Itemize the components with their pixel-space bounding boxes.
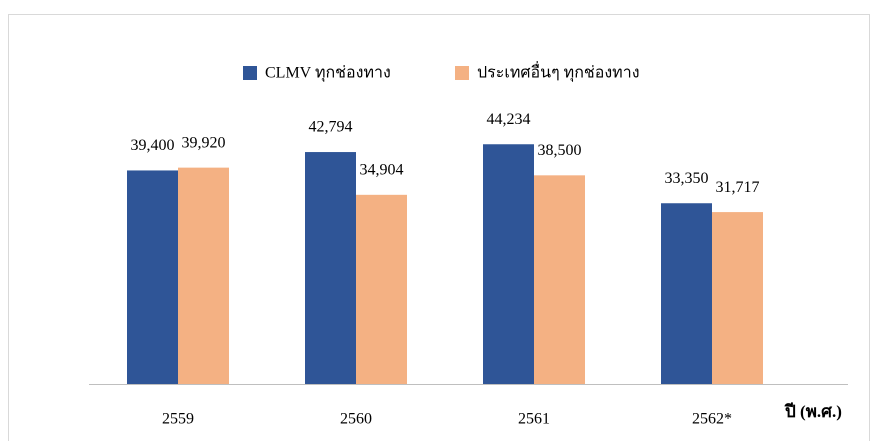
bar	[483, 144, 534, 384]
bar	[178, 167, 229, 384]
value-label: 39,920	[182, 134, 226, 151]
value-label: 31,717	[716, 179, 760, 196]
bar	[661, 203, 712, 384]
value-label: 34,904	[360, 161, 404, 178]
x-tick-label: 2560	[340, 411, 372, 428]
value-label: 44,234	[487, 111, 531, 128]
x-tick-label: 2562*	[692, 411, 732, 428]
value-label: 38,500	[538, 142, 582, 159]
bar	[127, 170, 178, 384]
bar	[305, 152, 356, 384]
legend-swatch	[455, 66, 469, 80]
x-axis-label: ปี (พ.ศ.)	[784, 401, 842, 421]
x-tick-label: 2561	[518, 411, 550, 428]
legend-label: ประเทศอื่นๆ ทุกช่องทาง	[477, 61, 640, 83]
bar	[712, 212, 763, 384]
value-label: 42,794	[309, 119, 353, 136]
value-label: 33,350	[665, 170, 709, 187]
bar	[534, 175, 585, 384]
chart-frame	[8, 14, 870, 441]
bar	[356, 194, 407, 384]
legend-label: CLMV ทุกช่องทาง	[265, 65, 391, 83]
value-label: 39,400	[131, 137, 175, 154]
x-tick-label: 2559	[162, 411, 194, 428]
legend-swatch	[243, 66, 257, 80]
